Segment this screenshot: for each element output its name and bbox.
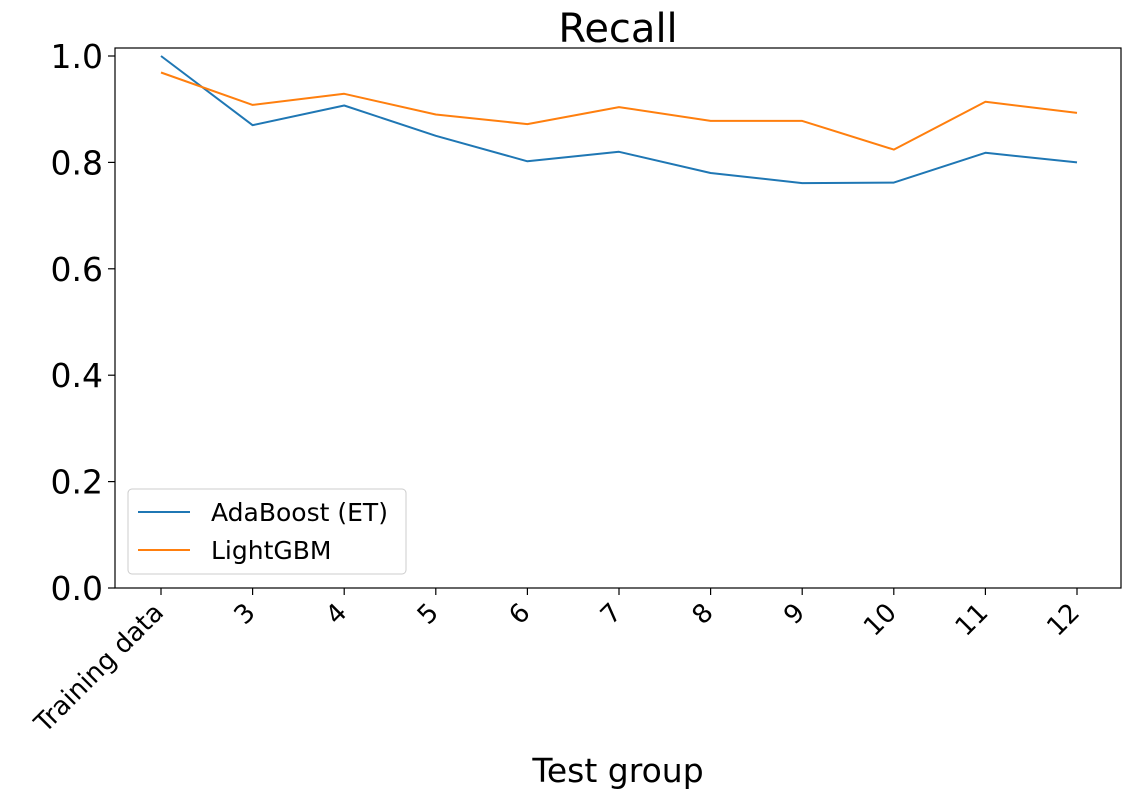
legend: AdaBoost (ET) LightGBM [127, 488, 407, 575]
y-tick-label: 0.0 [51, 569, 103, 608]
x-tick-label: 7 [595, 598, 628, 631]
x-tick-label: 6 [503, 598, 536, 631]
x-tick-label: 5 [412, 598, 445, 631]
y-tick-label: 0.2 [51, 463, 103, 502]
y-tick-label: 1.0 [51, 37, 103, 76]
x-axis: Training data 3 4 5 6 7 8 9 10 11 12 [28, 588, 1086, 739]
y-tick-label: 0.6 [51, 250, 103, 289]
legend-label: LightGBM [211, 536, 331, 565]
plot-frame [114, 47, 1122, 589]
series-line-1 [160, 71, 1078, 151]
x-tick-label: 10 [858, 598, 903, 643]
legend-box [127, 488, 407, 575]
x-tick-label: 9 [778, 598, 811, 631]
x-tick-label: 4 [320, 598, 353, 631]
chart-title: Recall [558, 6, 677, 52]
x-tick-label: 8 [687, 598, 720, 631]
x-tick-label: 11 [950, 598, 995, 643]
x-tick-label: 3 [229, 598, 262, 631]
series-line-0 [160, 55, 1078, 185]
y-tick-label: 0.8 [51, 143, 103, 182]
y-axis: 0.0 0.2 0.4 0.6 0.8 1.0 [51, 37, 115, 608]
x-tick-label: Training data [28, 598, 170, 740]
legend-label: AdaBoost (ET) [211, 498, 388, 527]
x-tick-label: 12 [1041, 598, 1086, 643]
y-tick-label: 0.4 [51, 356, 103, 395]
x-axis-label: Test group [531, 751, 703, 790]
plot-area [160, 55, 1078, 185]
